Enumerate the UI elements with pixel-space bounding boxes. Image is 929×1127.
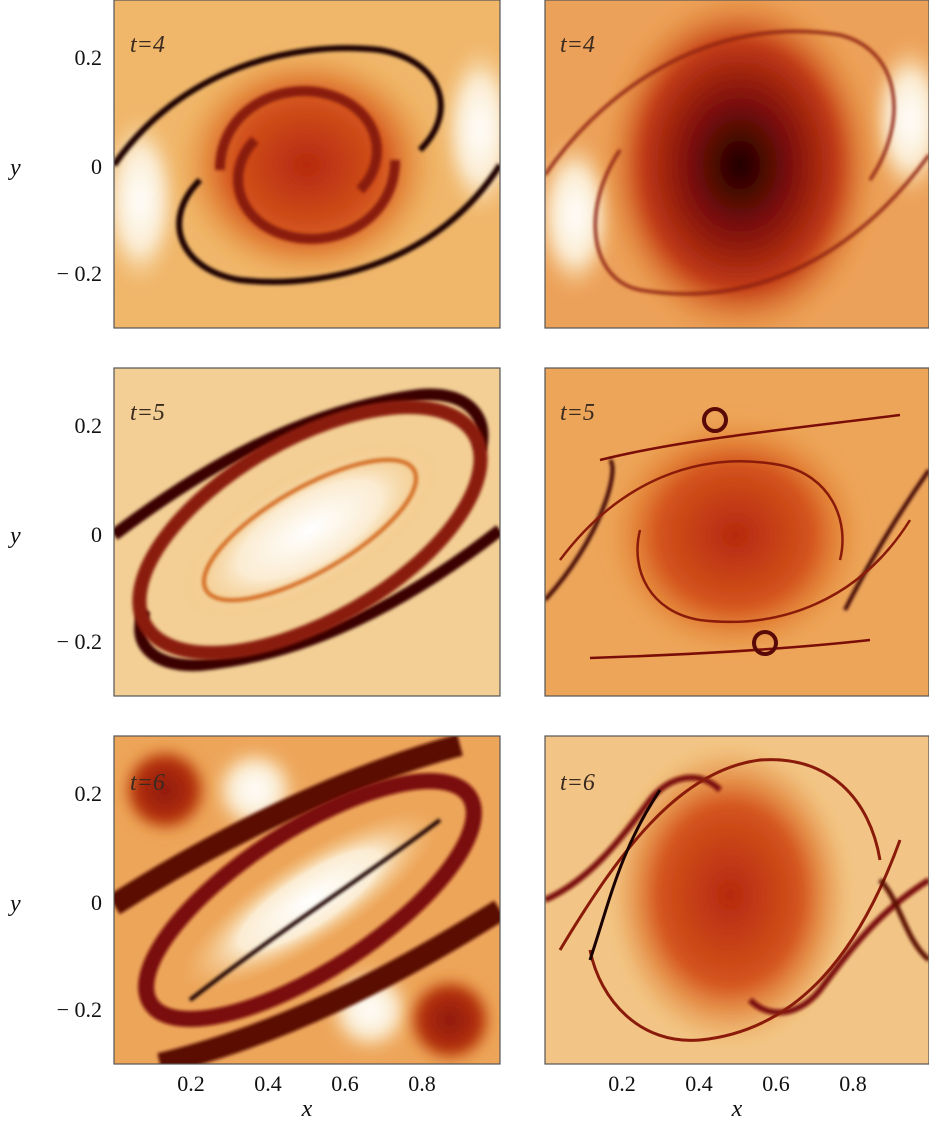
y-tick-label: − 0.2 [57,997,102,1022]
y-tick-label: 0.2 [75,45,103,70]
y-tick-label: − 0.2 [57,261,102,286]
panel-frame [113,0,501,329]
panel-r0-c0 [114,0,500,328]
panel-frame [544,735,929,1065]
panel-time-label: t=5 [130,400,165,426]
panel-time-label: t=4 [130,32,165,58]
x-tick-label: 0.4 [254,1071,282,1096]
panel-frame [544,0,929,329]
y-tick-label: 0 [91,522,102,547]
y-axis-label: y [8,523,21,549]
panel-frame [113,367,501,697]
panel-r2-c1 [545,736,929,1064]
x-tick-label: 0.6 [331,1071,359,1096]
panel-r0-c1 [545,0,929,328]
y-axis-label: y [8,891,21,917]
x-tick-label: 0.4 [685,1071,713,1096]
panel-r1-c0 [114,368,500,696]
y-tick-label: 0.2 [75,781,103,806]
x-tick-label: 0.6 [762,1071,790,1096]
x-tick-label: 0.8 [408,1071,436,1096]
x-axis-label: x [731,1096,743,1122]
panel-frame [544,367,929,697]
x-axis-label: x [301,1096,313,1122]
panel-frame [113,735,501,1065]
y-axis-label: y [8,155,21,181]
panel-time-label: t=4 [560,32,595,58]
y-tick-label: 0 [91,890,102,915]
panel-time-label: t=6 [560,770,595,796]
panel-time-label: t=6 [130,770,165,796]
x-tick-label: 0.2 [177,1071,205,1096]
panel-time-label: t=5 [560,400,595,426]
y-tick-label: − 0.2 [57,629,102,654]
y-tick-label: 0.2 [75,413,103,438]
x-tick-label: 0.2 [608,1071,636,1096]
panel-r1-c1 [545,368,929,696]
panel-r2-c0 [114,736,500,1064]
x-tick-label: 0.8 [839,1071,867,1096]
y-tick-label: 0 [91,154,102,179]
